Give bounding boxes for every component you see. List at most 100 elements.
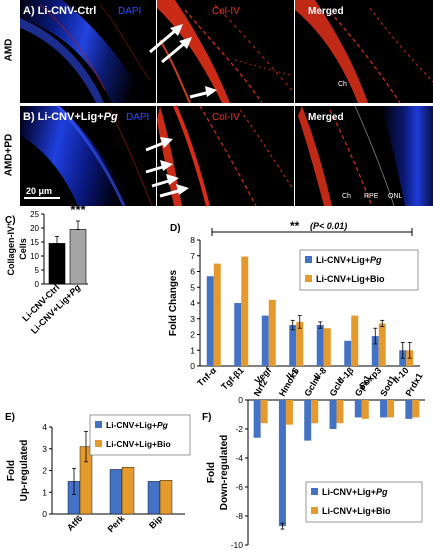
legend-box <box>305 481 423 523</box>
row-a: AMD A) Li-CNV-Ctrl DAPI Col-IV M <box>3 0 433 104</box>
significance-p-value: (P< 0.01) <box>310 221 347 231</box>
chart-d-fold-changes: D) Fold Changes 0 1 2 3 4 5 6 7 8 ** (P< 0.01) Tnf-α T… <box>168 219 420 392</box>
y-tick-label: 5 <box>190 282 195 292</box>
legend-swatch <box>95 421 102 428</box>
bar <box>241 256 249 366</box>
y-tick-label: 1 <box>42 487 47 497</box>
stain-label-col-iv-b: Col-IV <box>212 112 240 123</box>
y-tick-label: -10 <box>231 540 244 550</box>
legend-label: Li-CNV+Lig+Bio <box>316 274 385 284</box>
bar <box>260 400 268 424</box>
panel-label-b: B) Li-CNV+Lig+Pg <box>23 111 118 123</box>
y-tick-label: -8 <box>235 511 243 521</box>
x-tick-label: Perk <box>106 513 128 535</box>
bar <box>336 400 344 424</box>
arrow-icon <box>145 137 173 152</box>
legend-label: Li-CNV+Lig+Pg <box>322 487 388 497</box>
annotation-rpe: RPE <box>364 193 379 200</box>
image-a-merged <box>295 0 433 104</box>
y-tick-label: 0 <box>190 361 195 371</box>
bar <box>304 400 312 441</box>
panel-label-c: C) <box>5 215 16 226</box>
bar <box>311 400 319 424</box>
annotation-onl: ONL <box>388 193 403 200</box>
legend-label: Li-CNV+Lig+Bio <box>106 439 171 449</box>
y-tick-label: 20 <box>30 224 39 233</box>
image-a-dapi <box>20 0 156 103</box>
bar <box>109 469 123 515</box>
legend-label: Li-CNV+Lig+Pg <box>316 255 382 265</box>
y-tick-label: 10 <box>30 252 39 261</box>
stain-label-dapi-a: DAPI <box>118 6 141 17</box>
legend-swatch <box>311 488 318 495</box>
y-tick-label: 1 <box>190 345 195 355</box>
bar <box>405 400 413 419</box>
bar <box>387 400 395 418</box>
arrow-icon <box>159 184 189 198</box>
y-tick-label: -6 <box>235 482 243 492</box>
legend-swatch <box>305 275 312 282</box>
y-tick-label: 0 <box>35 280 40 289</box>
x-tick-label: Hmox1 <box>277 367 301 398</box>
annotation-ch-a: Ch <box>338 81 347 88</box>
y-tick-label: 5 <box>35 266 40 275</box>
legend-swatch <box>311 507 318 514</box>
image-a-col-iv <box>157 0 294 104</box>
bar <box>412 400 420 418</box>
annotation-ch-b: Ch <box>342 193 351 200</box>
y-axis-label: Collagen-IV+ <box>6 222 16 276</box>
bar <box>380 400 388 418</box>
y-tick-label: 6 <box>190 267 195 277</box>
y-axis-label: Fold Changes <box>168 270 179 337</box>
y-axis-label-line2: Cells <box>18 238 28 260</box>
y-tick-label: 3 <box>42 444 47 454</box>
y-tick-label: 8 <box>190 235 195 245</box>
bar <box>371 336 379 366</box>
arrow-icon <box>145 160 173 174</box>
row-label-amd: AMD <box>3 39 14 62</box>
bar <box>261 315 269 366</box>
y-axis-label: Fold <box>206 462 217 483</box>
bar <box>234 303 242 366</box>
bar <box>329 400 337 429</box>
x-tick-label: Atf6 <box>65 513 84 532</box>
y-axis-label-line2: Up-regulated <box>19 440 30 502</box>
bar <box>316 325 324 366</box>
bar <box>361 400 369 419</box>
y-tick-label: 25 <box>30 210 39 219</box>
panel-label-e: E) <box>5 412 15 423</box>
bar <box>296 321 304 366</box>
legend-swatch <box>305 256 312 263</box>
y-tick-label: 4 <box>42 422 47 432</box>
bar <box>268 299 276 366</box>
image-b-merged <box>295 105 433 207</box>
y-tick-label: 0 <box>238 395 243 405</box>
y-tick-label: 4 <box>190 298 195 308</box>
bar <box>253 400 261 438</box>
legend-label: Li-CNV+Lig+Pg <box>106 420 169 430</box>
y-tick-label: 2 <box>190 330 195 340</box>
bar <box>48 243 66 285</box>
legend-label: Li-CNV+Lig+Bio <box>322 506 391 516</box>
image-b-dapi <box>20 104 156 207</box>
bar <box>147 481 161 515</box>
stain-label-col-iv-a: Col-IV <box>212 6 240 17</box>
significance-stars: ** <box>290 219 300 233</box>
legend-box <box>89 414 191 456</box>
bar <box>278 400 286 527</box>
bar <box>121 467 135 515</box>
y-tick-label: -2 <box>235 424 243 434</box>
x-tick-label: Sod1 <box>378 374 398 398</box>
row-b: AMD+PD B) Li-CNV+Lig+Pg DAPI Col-IV Mer <box>3 104 433 207</box>
merged-label-a: Merged <box>308 6 344 17</box>
bar <box>213 263 221 366</box>
arrow-icon <box>151 174 179 188</box>
bar <box>344 340 352 366</box>
bar <box>285 400 293 425</box>
arrow-icon <box>189 86 217 99</box>
bar <box>69 229 87 285</box>
y-axis-label-line2: Down-regulated <box>219 435 230 511</box>
legend-box <box>299 249 419 291</box>
bar <box>351 315 359 366</box>
